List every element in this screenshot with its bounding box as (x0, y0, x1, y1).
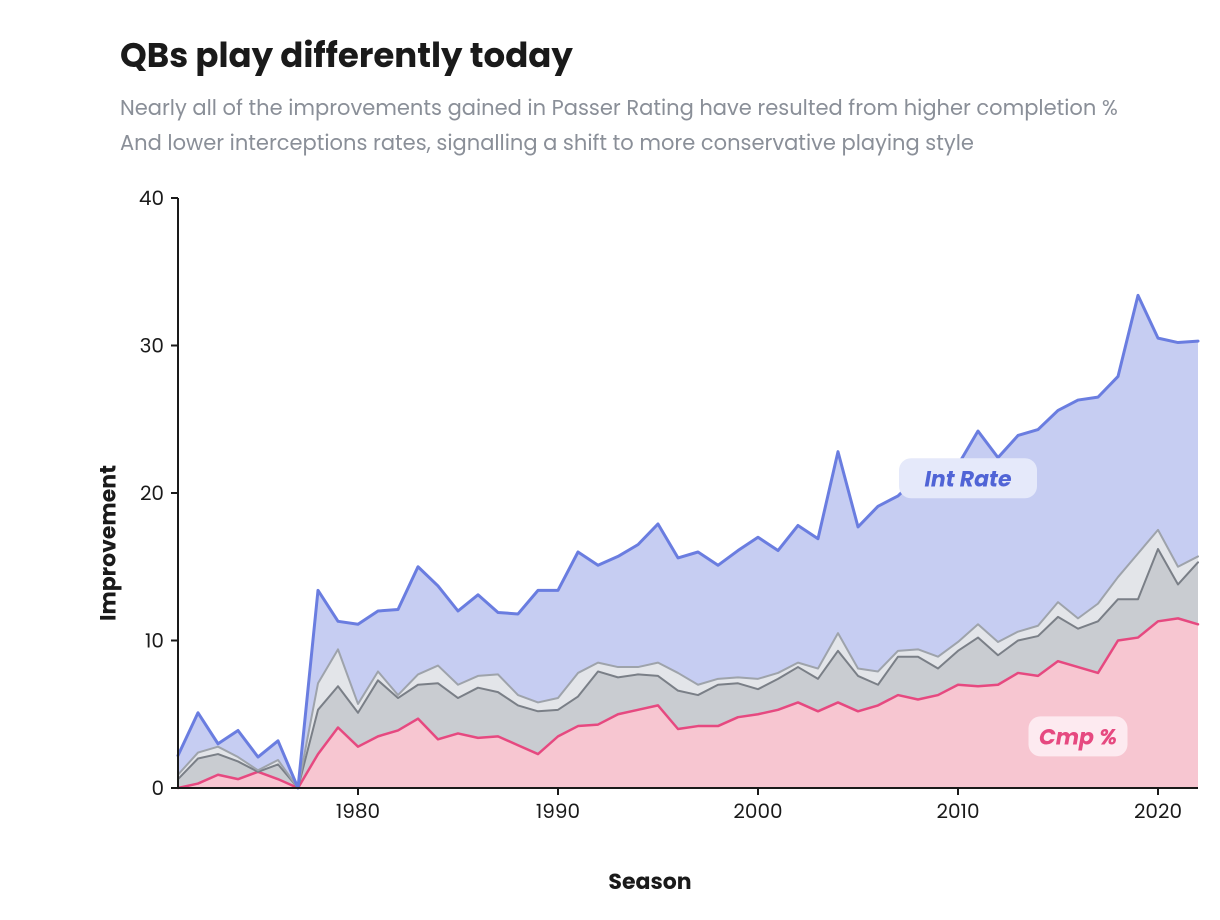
y-tick-label: 0 (151, 774, 164, 802)
y-tick-label: 40 (139, 188, 164, 212)
x-tick-label: 2000 (733, 797, 782, 825)
chart-subtitle-1: Nearly all of the improvements gained in… (120, 93, 1180, 126)
x-tick-label: 2010 (936, 797, 979, 825)
x-tick-label: 1990 (536, 797, 580, 825)
y-tick-label: 10 (145, 627, 164, 655)
chart-container: Improvement 0102030401980199020002010202… (120, 188, 1180, 898)
page-root: QBs play differently today Nearly all of… (0, 0, 1220, 920)
series-label-Cmp %: Cmp % (1039, 721, 1117, 752)
chart-title: QBs play differently today (120, 30, 1180, 81)
y-tick-label: 30 (140, 332, 164, 360)
chart-subtitle-2: And lower interceptions rates, signallin… (120, 128, 1180, 161)
x-tick-label: 2020 (1134, 797, 1182, 825)
y-axis-label: Improvement (92, 465, 125, 621)
y-tick-label: 20 (140, 479, 164, 507)
x-axis-label: Season (120, 865, 1180, 898)
series-label-Int Rate: Int Rate (924, 463, 1012, 494)
area-chart: 0 10 20 30 40 1980 1990 2000 2010 2020 Cmp % Int Ra… (120, 188, 1208, 832)
x-tick-label: 1980 (336, 797, 380, 825)
